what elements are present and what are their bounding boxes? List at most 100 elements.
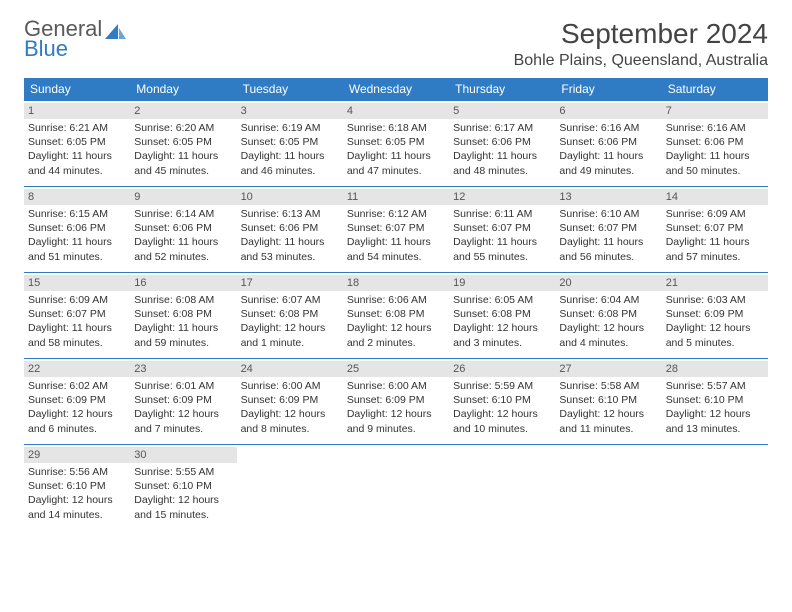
- day-number: 6: [555, 103, 661, 119]
- daylight: Daylight: 11 hours and 46 minutes.: [241, 149, 339, 177]
- sunset: Sunset: 6:08 PM: [559, 307, 657, 321]
- day-number: 2: [130, 103, 236, 119]
- sunrise: Sunrise: 6:02 AM: [28, 379, 126, 393]
- day-info: Sunrise: 6:12 AMSunset: 6:07 PMDaylight:…: [347, 207, 445, 264]
- daylight: Daylight: 12 hours and 10 minutes.: [453, 407, 551, 435]
- day-number: 8: [24, 189, 130, 205]
- day-info: Sunrise: 6:06 AMSunset: 6:08 PMDaylight:…: [347, 293, 445, 350]
- calendar-cell: 23Sunrise: 6:01 AMSunset: 6:09 PMDayligh…: [130, 358, 236, 444]
- sunrise: Sunrise: 6:09 AM: [28, 293, 126, 307]
- sunset: Sunset: 6:10 PM: [559, 393, 657, 407]
- day-info: Sunrise: 6:04 AMSunset: 6:08 PMDaylight:…: [559, 293, 657, 350]
- daylight: Daylight: 11 hours and 57 minutes.: [666, 235, 764, 263]
- sunrise: Sunrise: 5:58 AM: [559, 379, 657, 393]
- day-info: Sunrise: 6:01 AMSunset: 6:09 PMDaylight:…: [134, 379, 232, 436]
- day-info: Sunrise: 6:05 AMSunset: 6:08 PMDaylight:…: [453, 293, 551, 350]
- calendar-cell: 3Sunrise: 6:19 AMSunset: 6:05 PMDaylight…: [237, 100, 343, 186]
- daylight: Daylight: 11 hours and 47 minutes.: [347, 149, 445, 177]
- sunset: Sunset: 6:08 PM: [241, 307, 339, 321]
- day-info: Sunrise: 6:10 AMSunset: 6:07 PMDaylight:…: [559, 207, 657, 264]
- calendar-cell: 1Sunrise: 6:21 AMSunset: 6:05 PMDaylight…: [24, 100, 130, 186]
- daylight: Daylight: 11 hours and 50 minutes.: [666, 149, 764, 177]
- empty-cell: [237, 444, 343, 530]
- logo: General Blue: [24, 18, 127, 60]
- day-number: 27: [555, 361, 661, 377]
- calendar-grid: SundayMondayTuesdayWednesdayThursdayFrid…: [24, 78, 768, 530]
- sunset: Sunset: 6:10 PM: [666, 393, 764, 407]
- calendar-cell: 19 Sunrise: 6:05 AMSunset: 6:08 PMDayligh…: [449, 272, 555, 358]
- location: Bohle Plains, Queensland, Australia: [514, 52, 768, 70]
- sunset: Sunset: 6:07 PM: [666, 221, 764, 235]
- logo-sail-icon: [105, 24, 127, 46]
- sunset: Sunset: 6:05 PM: [134, 135, 232, 149]
- day-number: 7: [662, 103, 768, 119]
- sunrise: Sunrise: 6:17 AM: [453, 121, 551, 135]
- daylight: Daylight: 12 hours and 7 minutes.: [134, 407, 232, 435]
- day-number: 9: [130, 189, 236, 205]
- sunset: Sunset: 6:09 PM: [134, 393, 232, 407]
- day-info: Sunrise: 6:16 AMSunset: 6:06 PMDaylight:…: [559, 121, 657, 178]
- calendar-cell: 29Sunrise: 5:56 AMSunset: 6:10 PMDayligh…: [24, 444, 130, 530]
- day-info: Sunrise: 5:56 AMSunset: 6:10 PMDaylight:…: [28, 465, 126, 522]
- calendar-cell: 22 Sunrise: 6:02 AMSunset: 6:09 PMDayligh…: [24, 358, 130, 444]
- sunrise: Sunrise: 6:01 AM: [134, 379, 232, 393]
- daylight: Daylight: 12 hours and 1 minute.: [241, 321, 339, 349]
- sunrise: Sunrise: 6:07 AM: [241, 293, 339, 307]
- calendar-cell: 17Sunrise: 6:07 AMSunset: 6:08 PMDayligh…: [237, 272, 343, 358]
- day-number: 16: [130, 275, 236, 291]
- calendar-cell: 26Sunrise: 5:59 AMSunset: 6:10 PMDayligh…: [449, 358, 555, 444]
- sunrise: Sunrise: 5:56 AM: [28, 465, 126, 479]
- day-number: 12: [449, 189, 555, 205]
- day-info: Sunrise: 6:21 AMSunset: 6:05 PMDaylight:…: [28, 121, 126, 178]
- day-info: Sunrise: 6:08 AMSunset: 6:08 PMDaylight:…: [134, 293, 232, 350]
- day-number: 13: [555, 189, 661, 205]
- day-header: Sunday: [24, 78, 130, 100]
- calendar-cell: 21Sunrise: 6:03 AMSunset: 6:09 PMDayligh…: [662, 272, 768, 358]
- day-info: Sunrise: 5:59 AMSunset: 6:10 PMDaylight:…: [453, 379, 551, 436]
- sunrise: Sunrise: 6:10 AM: [559, 207, 657, 221]
- day-info: Sunrise: 6:18 AMSunset: 6:05 PMDaylight:…: [347, 121, 445, 178]
- calendar-cell: 12Sunrise: 6:11 AMSunset: 6:07 PMDayligh…: [449, 186, 555, 272]
- day-number: 19: [449, 275, 555, 291]
- sunrise: Sunrise: 6:00 AM: [241, 379, 339, 393]
- sunrise: Sunrise: 6:16 AM: [666, 121, 764, 135]
- day-info: Sunrise: 6:09 AMSunset: 6:07 PMDaylight:…: [666, 207, 764, 264]
- daylight: Daylight: 12 hours and 13 minutes.: [666, 407, 764, 435]
- day-number: 3: [237, 103, 343, 119]
- sunrise: Sunrise: 6:00 AM: [347, 379, 445, 393]
- daylight: Daylight: 12 hours and 11 minutes.: [559, 407, 657, 435]
- sunrise: Sunrise: 6:20 AM: [134, 121, 232, 135]
- sunset: Sunset: 6:06 PM: [241, 221, 339, 235]
- day-info: Sunrise: 6:17 AMSunset: 6:06 PMDaylight:…: [453, 121, 551, 178]
- sunset: Sunset: 6:05 PM: [347, 135, 445, 149]
- day-number: 5: [449, 103, 555, 119]
- sunrise: Sunrise: 6:09 AM: [666, 207, 764, 221]
- sunset: Sunset: 6:09 PM: [28, 393, 126, 407]
- sunrise: Sunrise: 6:18 AM: [347, 121, 445, 135]
- day-number: 15: [24, 275, 130, 291]
- day-info: Sunrise: 6:02 AMSunset: 6:09 PMDaylight:…: [28, 379, 126, 436]
- sunrise: Sunrise: 6:13 AM: [241, 207, 339, 221]
- calendar-cell: 25Sunrise: 6:00 AMSunset: 6:09 PMDayligh…: [343, 358, 449, 444]
- title-block: September 2024 Bohle Plains, Queensland,…: [514, 18, 768, 70]
- sunset: Sunset: 6:07 PM: [453, 221, 551, 235]
- page-title: September 2024: [514, 18, 768, 50]
- day-info: Sunrise: 5:55 AMSunset: 6:10 PMDaylight:…: [134, 465, 232, 522]
- sunset: Sunset: 6:10 PM: [28, 479, 126, 493]
- day-number: 22: [24, 361, 130, 377]
- calendar-cell: 28Sunrise: 5:57 AMSunset: 6:10 PMDayligh…: [662, 358, 768, 444]
- day-number: 24: [237, 361, 343, 377]
- day-info: Sunrise: 6:00 AMSunset: 6:09 PMDaylight:…: [241, 379, 339, 436]
- sunset: Sunset: 6:07 PM: [347, 221, 445, 235]
- calendar-cell: 16 Sunrise: 6:08 AMSunset: 6:08 PMDayligh…: [130, 272, 236, 358]
- sunset: Sunset: 6:08 PM: [347, 307, 445, 321]
- daylight: Daylight: 11 hours and 53 minutes.: [241, 235, 339, 263]
- sunrise: Sunrise: 5:59 AM: [453, 379, 551, 393]
- daylight: Daylight: 11 hours and 58 minutes.: [28, 321, 126, 349]
- day-info: Sunrise: 6:20 AMSunset: 6:05 PMDaylight:…: [134, 121, 232, 178]
- daylight: Daylight: 12 hours and 3 minutes.: [453, 321, 551, 349]
- header: General Blue September 2024 Bohle Plains…: [24, 18, 768, 70]
- sunrise: Sunrise: 6:06 AM: [347, 293, 445, 307]
- logo-word2: Blue: [24, 38, 102, 60]
- daylight: Daylight: 11 hours and 52 minutes.: [134, 235, 232, 263]
